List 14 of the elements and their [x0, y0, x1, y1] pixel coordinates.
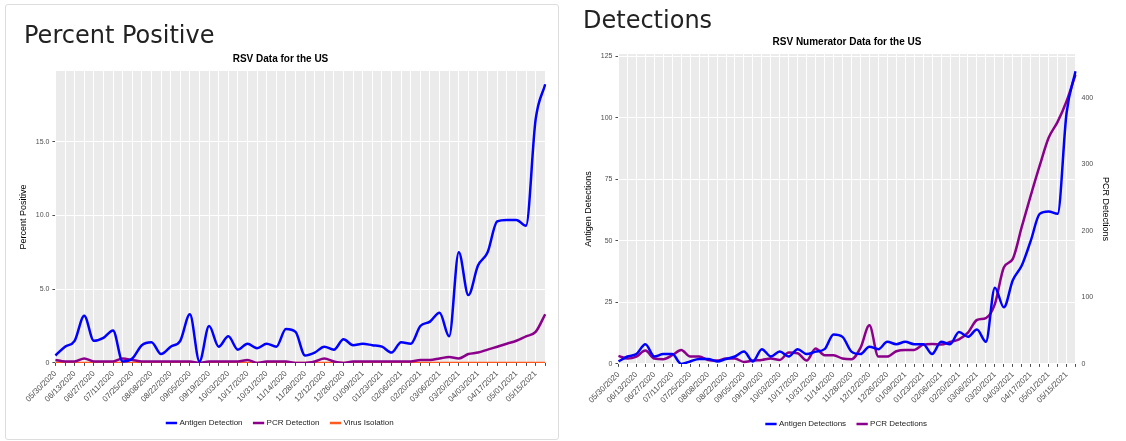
y-axis-title: Percent Positive — [17, 184, 28, 250]
chart-subtitle: RSV Data for the US — [232, 52, 329, 64]
legend-label: Virus Isolation — [343, 418, 394, 428]
y2-axis-title: PCR Detections — [1101, 176, 1112, 242]
legend-label: Antigen Detection — [179, 418, 243, 428]
chart-subtitle: RSV Numerator Data for the US — [772, 35, 922, 47]
legend-label: PCR Detection — [266, 418, 320, 428]
chart-title: Percent Positive — [24, 21, 215, 49]
y-axis-title: Antigen Detections — [582, 170, 593, 247]
legend-label: Antigen Detections — [778, 419, 847, 429]
line-series — [54, 313, 547, 363]
line-series — [54, 83, 547, 363]
chart-title: Detections — [583, 6, 713, 34]
legend-label: PCR Detections — [870, 419, 928, 429]
